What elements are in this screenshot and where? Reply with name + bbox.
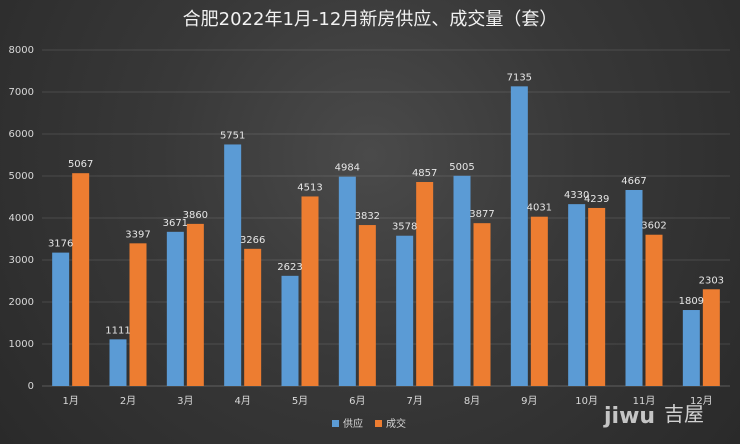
deal-bar xyxy=(244,248,262,386)
supply-bar xyxy=(510,86,528,386)
deal-value-label: 5067 xyxy=(68,159,93,170)
supply-bar xyxy=(166,231,184,386)
deal-value-label: 4239 xyxy=(584,194,609,205)
watermark-brand: jiwu xyxy=(603,404,655,429)
supply-value-label: 3671 xyxy=(163,218,188,229)
deal-value-label: 3860 xyxy=(183,210,208,221)
deal-bar xyxy=(588,207,606,386)
x-axis-layer: 1月 2月 3月 4月 5月 6月 7月 8月 9月 10月 11月 12月 xyxy=(62,395,712,407)
x-tick-label: 11月 xyxy=(633,395,656,407)
supply-bar xyxy=(453,175,471,386)
supply-value-label: 2623 xyxy=(277,262,302,273)
deal-bar xyxy=(72,173,90,386)
y-tick-label: 6000 xyxy=(9,129,34,140)
y-tick-label: 8000 xyxy=(9,45,34,56)
legend: 供应 成交 xyxy=(332,417,406,430)
grid-layer xyxy=(42,49,730,387)
deal-value-label: 3602 xyxy=(641,221,666,232)
watermark-cn: 吉屋 xyxy=(664,402,704,426)
chart-title: 合肥2022年1月-12月新房供应、成交量（套） xyxy=(183,9,558,30)
supply-value-label: 7135 xyxy=(507,72,532,83)
x-tick-label: 7月 xyxy=(406,395,422,407)
deal-value-label: 3397 xyxy=(125,229,150,240)
legend-deal-label: 成交 xyxy=(386,417,406,430)
supply-bar xyxy=(52,252,70,386)
y-tick-label: 3000 xyxy=(9,255,34,266)
supply-value-label: 5005 xyxy=(449,162,474,173)
supply-bar xyxy=(396,235,414,386)
x-tick-label: 5月 xyxy=(292,395,308,407)
x-tick-label: 12月 xyxy=(690,395,713,407)
deal-value-label: 4513 xyxy=(297,182,322,193)
watermark: jiwu 吉屋 xyxy=(603,402,704,429)
y-tick-label: 7000 xyxy=(9,87,34,98)
supply-bar xyxy=(338,176,356,386)
y-tick-label: 0 xyxy=(28,381,34,392)
x-tick-label: 9月 xyxy=(521,395,537,407)
y-tick-label: 2000 xyxy=(9,297,34,308)
deal-bar xyxy=(645,234,663,386)
supply-value-label: 1111 xyxy=(105,325,130,336)
deal-value-label: 3877 xyxy=(469,209,494,220)
deal-value-label: 3266 xyxy=(240,235,265,246)
deal-bar xyxy=(186,223,204,386)
supply-bar xyxy=(568,204,586,386)
deal-bar xyxy=(416,182,434,386)
supply-value-label: 4667 xyxy=(621,176,646,187)
x-tick-label: 4月 xyxy=(234,395,250,407)
supply-value-label: 3578 xyxy=(392,222,417,233)
supply-bar xyxy=(281,275,299,386)
y-tick-label: 1000 xyxy=(9,339,34,350)
deal-bar xyxy=(301,196,319,386)
deal-bar xyxy=(530,216,548,386)
supply-value-label: 3176 xyxy=(48,239,73,250)
legend-supply-label: 供应 xyxy=(343,417,363,430)
supply-value-label: 5751 xyxy=(220,130,245,141)
supply-bar xyxy=(224,144,242,386)
supply-bar xyxy=(625,189,643,386)
supply-value-label: 4984 xyxy=(335,163,360,174)
x-tick-label: 8月 xyxy=(464,395,480,407)
deal-bar xyxy=(129,243,147,386)
x-tick-label: 3月 xyxy=(177,395,193,407)
deal-bar xyxy=(358,225,376,386)
deal-value-label: 4857 xyxy=(412,168,437,179)
x-tick-label: 6月 xyxy=(349,395,365,407)
deal-value-label: 4031 xyxy=(527,203,552,214)
y-tick-label: 5000 xyxy=(9,171,34,182)
x-tick-label: 10月 xyxy=(575,395,598,407)
bars-layer xyxy=(52,86,720,386)
supply-bar xyxy=(109,339,127,386)
x-tick-label: 1月 xyxy=(62,395,78,407)
supply-value-label: 4330 xyxy=(564,190,589,201)
deal-value-label: 3832 xyxy=(355,211,380,222)
deal-bar xyxy=(702,289,720,386)
deal-bar xyxy=(473,223,491,386)
legend-supply-swatch xyxy=(332,420,339,427)
supply-value-label: 1809 xyxy=(679,296,704,307)
supply-bar xyxy=(682,310,700,386)
x-tick-label: 2月 xyxy=(120,395,136,407)
legend-deal-swatch xyxy=(375,420,382,427)
y-tick-label: 4000 xyxy=(9,213,34,224)
y-axis-layer: 0 1000 2000 3000 4000 5000 6000 7000 8000 xyxy=(9,45,34,392)
deal-value-label: 2303 xyxy=(699,275,724,286)
